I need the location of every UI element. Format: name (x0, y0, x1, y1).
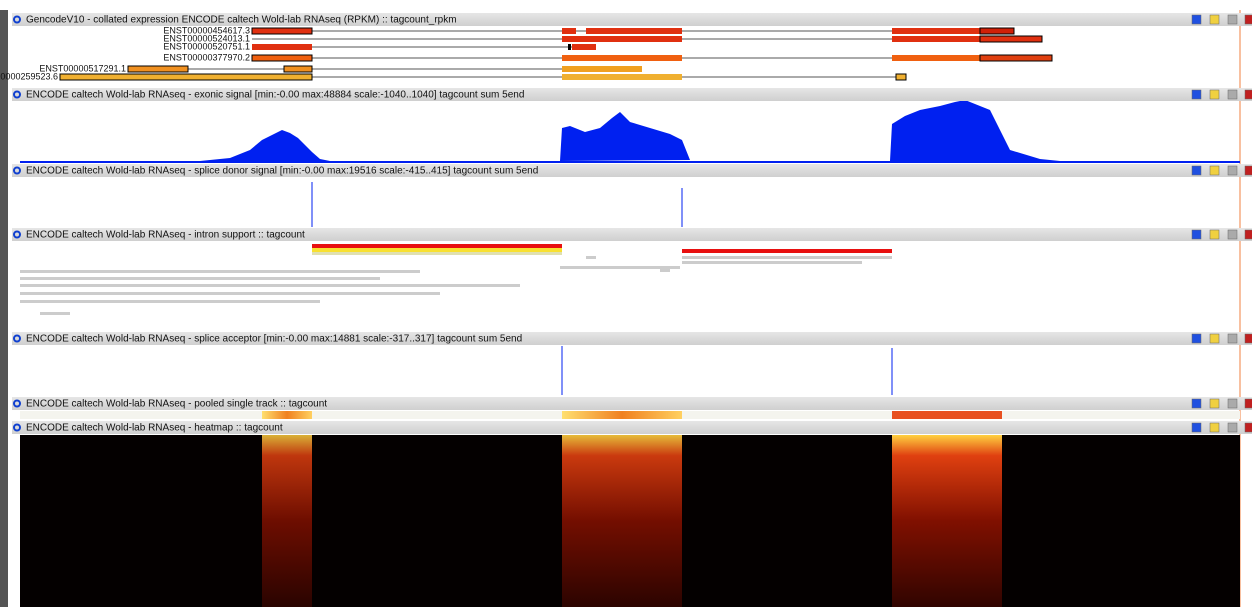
splice-acceptor (561, 346, 893, 395)
download-icon[interactable] (1191, 89, 1202, 100)
exonic-signal (20, 100, 1240, 163)
track-title: ENCODE caltech Wold-lab RNAseq - heatmap… (26, 423, 283, 434)
close-icon[interactable] (1244, 398, 1252, 409)
download-icon[interactable] (1191, 14, 1202, 25)
close-icon[interactable] (1244, 333, 1252, 344)
track-toggle[interactable] (13, 334, 21, 343)
close-icon[interactable] (1244, 165, 1252, 176)
track-toggle[interactable] (13, 230, 21, 239)
download-icon[interactable] (1191, 165, 1202, 176)
transcript-label[interactable]: ENST00000454617.3 (163, 25, 250, 35)
transcript-label[interactable]: ENST00000377970.2 (163, 52, 250, 62)
download-icon[interactable] (1191, 398, 1202, 409)
settings-icon[interactable] (1227, 422, 1238, 433)
config-icon[interactable] (1209, 229, 1220, 240)
track-toggle[interactable] (13, 399, 21, 408)
transcript-label[interactable]: ENST00000524013.1 (163, 33, 250, 43)
close-icon[interactable] (1244, 422, 1252, 433)
track-toggle[interactable] (13, 90, 21, 99)
settings-icon[interactable] (1227, 14, 1238, 25)
download-icon[interactable] (1191, 333, 1202, 344)
splice-donor (311, 182, 683, 227)
download-icon[interactable] (1191, 422, 1202, 433)
track-title: ENCODE caltech Wold-lab RNAseq - intron … (26, 230, 305, 241)
track-header (12, 164, 1252, 177)
exons (59, 27, 1053, 81)
transcript-label[interactable]: ENST00000517291.1 (39, 63, 126, 73)
transcript-label[interactable]: ENST00000259523.6 (0, 71, 58, 81)
track-header (12, 421, 1252, 434)
close-icon[interactable] (1244, 14, 1252, 25)
config-icon[interactable] (1209, 14, 1220, 25)
track-header (12, 228, 1252, 241)
config-icon[interactable] (1209, 422, 1220, 433)
settings-icon[interactable] (1227, 165, 1238, 176)
track-toggle[interactable] (13, 15, 21, 24)
settings-icon[interactable] (1227, 229, 1238, 240)
close-icon[interactable] (1244, 89, 1252, 100)
download-icon[interactable] (1191, 229, 1202, 240)
track-title: ENCODE caltech Wold-lab RNAseq - exonic … (26, 90, 524, 101)
settings-icon[interactable] (1227, 333, 1238, 344)
track-header (12, 332, 1252, 345)
intron-support (20, 244, 892, 315)
track-header (12, 397, 1252, 410)
transcript-label[interactable]: ENST00000520751.1 (163, 41, 250, 51)
settings-icon[interactable] (1227, 398, 1238, 409)
settings-icon[interactable] (1227, 89, 1238, 100)
track-title: ENCODE caltech Wold-lab RNAseq - splice … (26, 334, 522, 345)
track-toggle[interactable] (13, 423, 21, 432)
config-icon[interactable] (1209, 398, 1220, 409)
track-title: ENCODE caltech Wold-lab RNAseq - splice … (26, 166, 538, 177)
heatmap (20, 435, 1240, 607)
track-title: GencodeV10 - collated expression ENCODE … (26, 15, 457, 26)
track-header (12, 13, 1252, 26)
track-header (12, 88, 1252, 101)
left-gutter (0, 10, 8, 607)
config-icon[interactable] (1209, 89, 1220, 100)
track-toggle[interactable] (13, 166, 21, 175)
track-headers: GencodeV10 - collated expression ENCODE … (0, 13, 1252, 434)
pooled-track (20, 411, 1240, 419)
track-title: ENCODE caltech Wold-lab RNAseq - pooled … (26, 399, 327, 410)
config-icon[interactable] (1209, 165, 1220, 176)
config-icon[interactable] (1209, 333, 1220, 344)
close-icon[interactable] (1244, 229, 1252, 240)
